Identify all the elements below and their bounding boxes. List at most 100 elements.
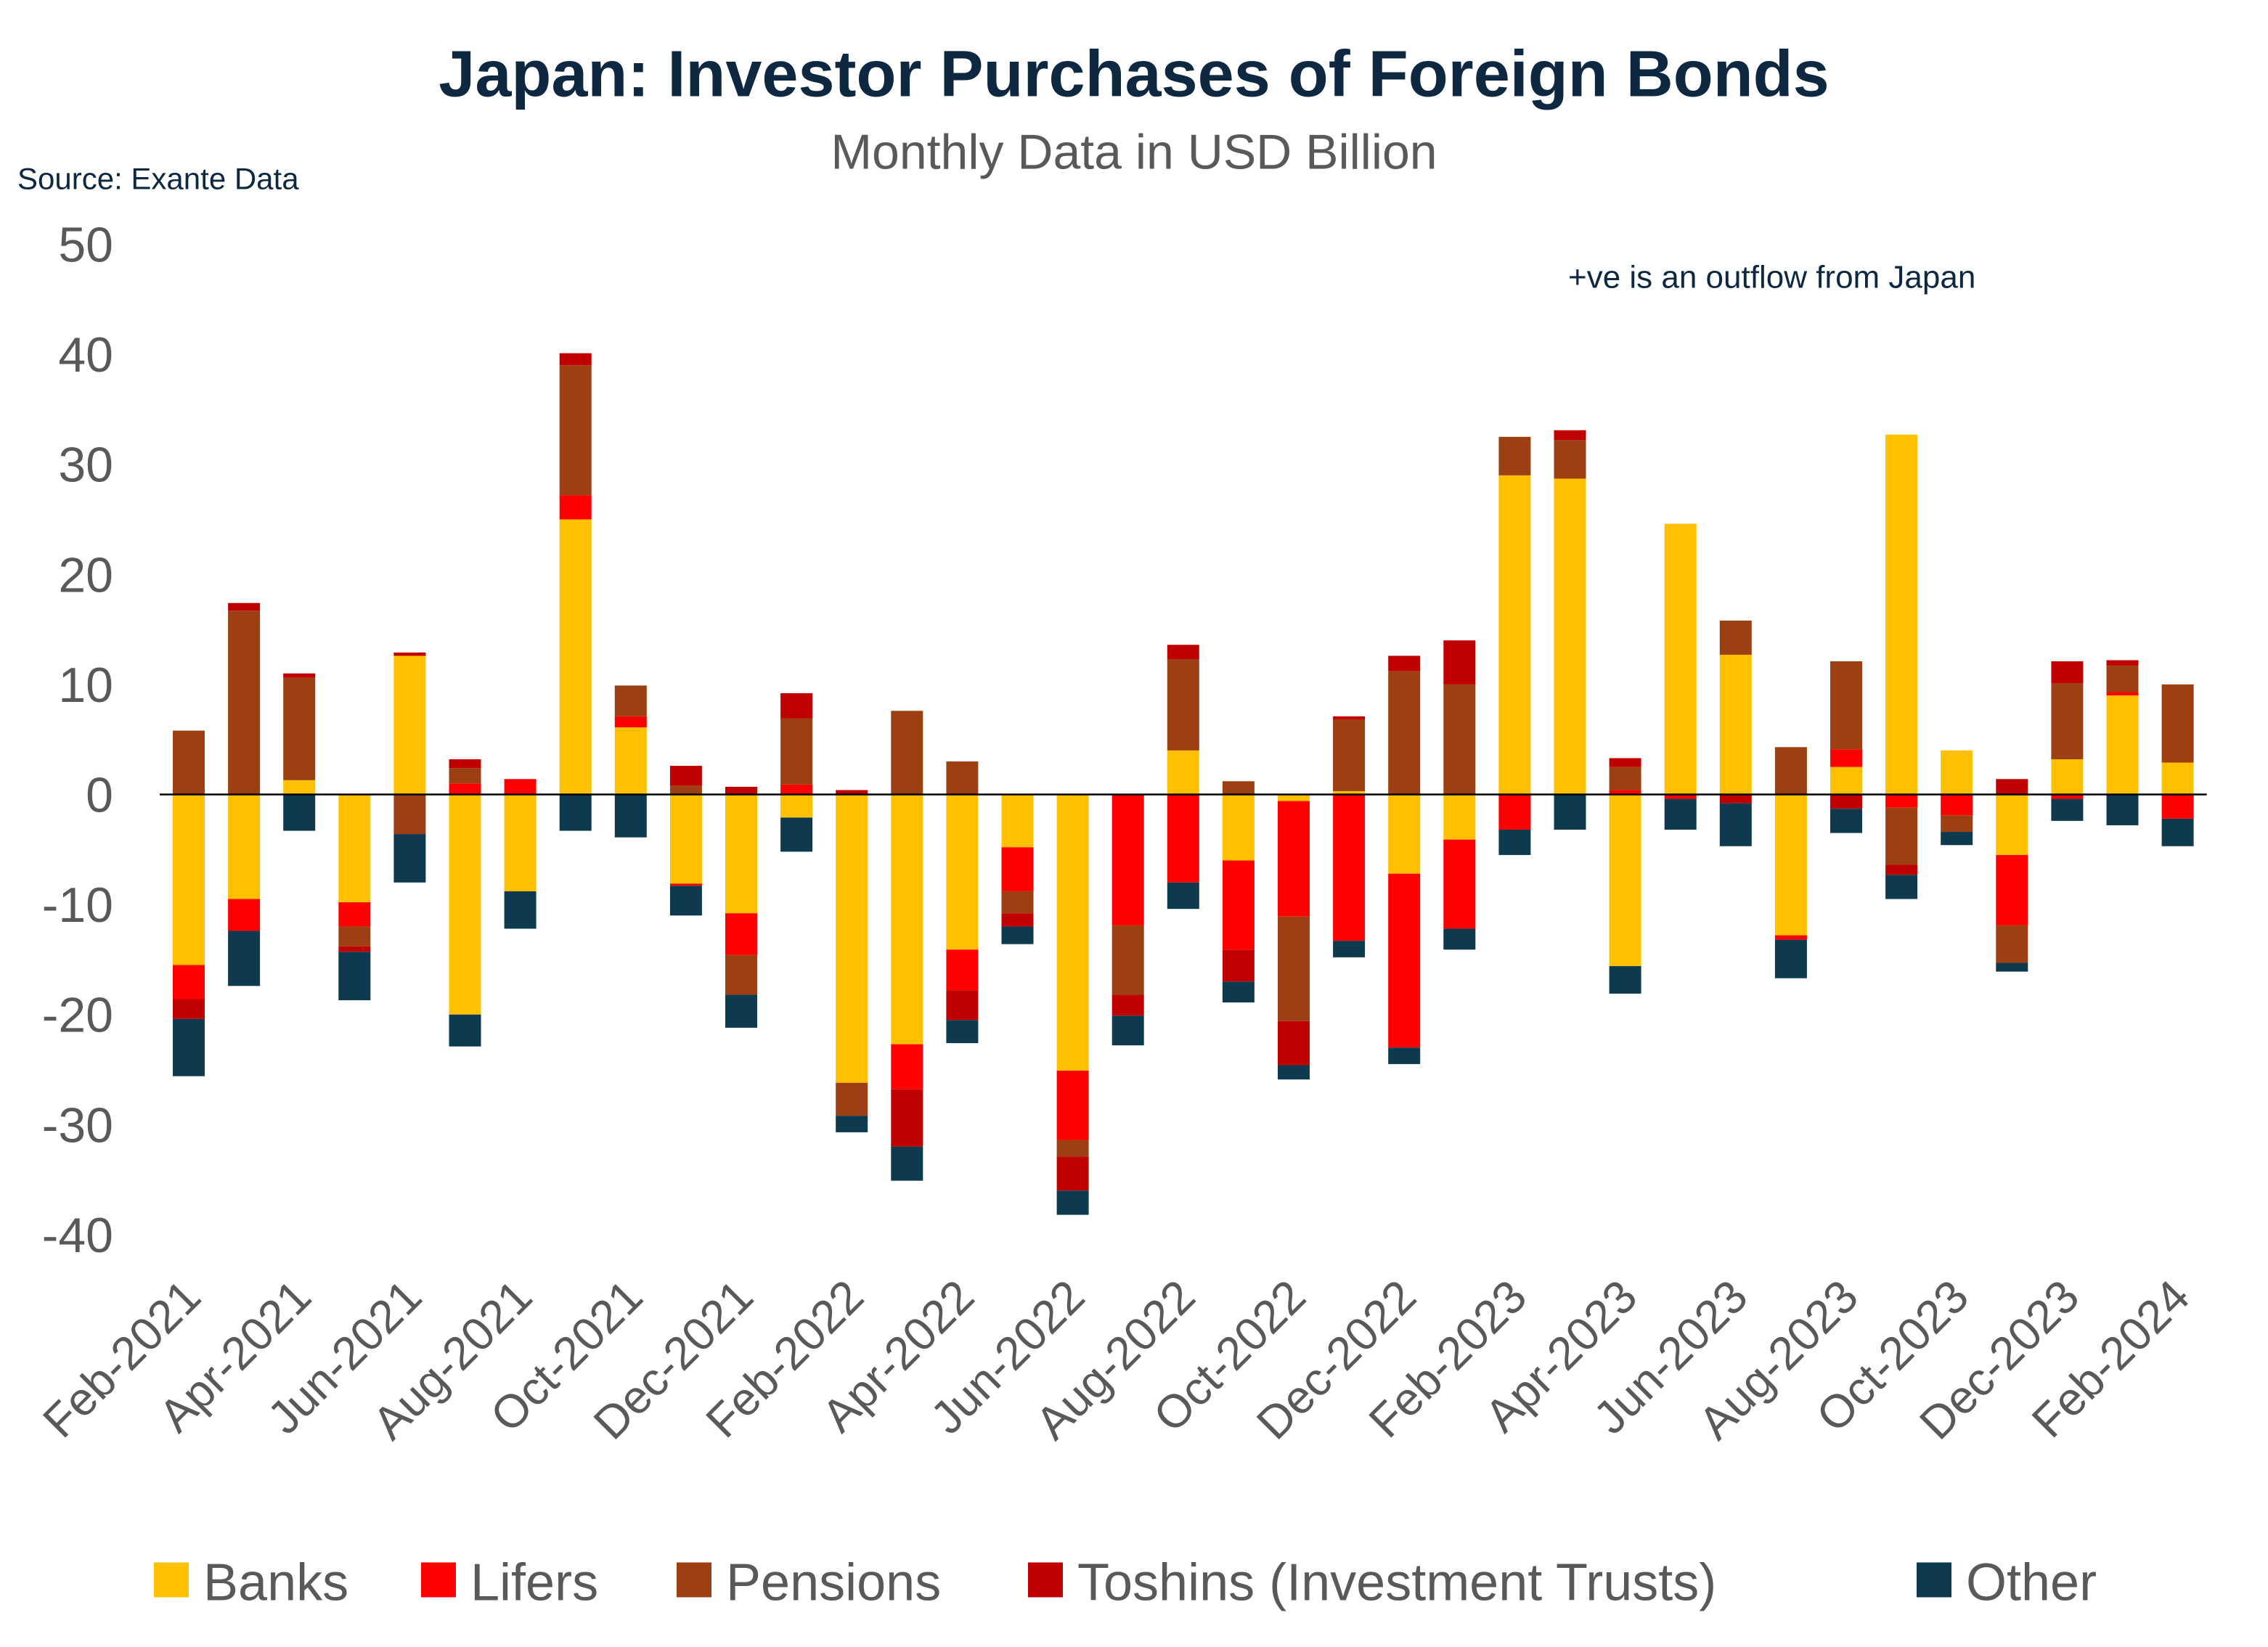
bar-banks-nov-2023: [1996, 794, 2028, 855]
legend-label: Toshins (Investment Trusts): [1077, 1554, 1716, 1612]
bar-pensions-mar-2023: [1554, 440, 1586, 479]
bar-banks-aug-2021: [504, 794, 537, 891]
bar-lifers-jul-2022: [1111, 794, 1144, 925]
bar-banks-feb-2022: [836, 794, 868, 1083]
bar-toshins-mar-2023: [1554, 430, 1586, 441]
bar-pensions-dec-2021: [725, 955, 757, 995]
bar-lifers-oct-2022: [1278, 801, 1310, 917]
bar-pensions-nov-2023: [1996, 925, 2028, 963]
bar-other-feb-2024: [2161, 818, 2194, 846]
legend-swatch-pensions: [677, 1562, 711, 1598]
bar-other-apr-2022: [946, 1020, 979, 1044]
bar-banks-dec-2022: [1388, 794, 1421, 874]
bar-other-nov-2023: [1996, 963, 2028, 972]
bar-other-jul-2021: [449, 1014, 481, 1047]
bar-pensions-aug-2023: [1830, 661, 1862, 750]
bar-pensions-jun-2023: [1719, 620, 1752, 655]
bar-lifers-aug-2022: [1167, 794, 1199, 883]
bar-banks-mar-2023: [1554, 478, 1586, 795]
bar-toshins-jan-2023: [1443, 640, 1476, 684]
bar-toshins-dec-2021: [725, 786, 757, 795]
bar-pensions-feb-2022: [836, 1082, 868, 1116]
bar-banks-aug-2022: [1167, 750, 1199, 795]
bar-lifers-feb-2024: [2161, 794, 2194, 819]
bar-lifers-nov-2023: [1996, 854, 2028, 925]
y-tick-label: 30: [58, 438, 113, 493]
bar-other-aug-2022: [1167, 882, 1199, 910]
bar-toshins-mar-2022: [891, 1089, 923, 1147]
bar-lifers-jan-2024: [2106, 692, 2139, 696]
bar-banks-mar-2022: [891, 794, 923, 1045]
bar-other-jun-2022: [1056, 1190, 1089, 1215]
bar-pensions-feb-2021: [173, 730, 205, 795]
bar-other-mar-2023: [1554, 794, 1586, 830]
bar-pensions-jan-2024: [2106, 666, 2139, 692]
bars: [173, 353, 2194, 1215]
bar-toshins-jul-2022: [1111, 994, 1144, 1016]
bar-banks-oct-2021: [614, 727, 647, 795]
bar-other-jul-2023: [1774, 939, 1807, 978]
bar-banks-may-2021: [338, 794, 371, 903]
bar-pensions-feb-2023: [1498, 436, 1531, 475]
bar-toshins-sep-2021: [559, 353, 592, 366]
bar-toshins-feb-2022: [836, 790, 868, 795]
legend-swatch-other: [1917, 1562, 1951, 1598]
chart-title: Japan: Investor Purchases of Foreign Bon…: [438, 38, 1829, 111]
bar-lifers-aug-2023: [1830, 749, 1862, 767]
bar-lifers-jan-2022: [780, 784, 813, 795]
bar-pensions-oct-2021: [614, 685, 647, 716]
bar-pensions-feb-2024: [2161, 684, 2194, 763]
bar-other-jan-2022: [780, 817, 813, 852]
bar-other-mar-2022: [891, 1146, 923, 1181]
bar-lifers-may-2021: [338, 902, 371, 927]
bar-banks-feb-2024: [2161, 762, 2194, 795]
bar-banks-sep-2021: [559, 519, 592, 795]
bar-pensions-jul-2021: [449, 768, 481, 784]
bar-lifers-apr-2022: [946, 949, 979, 991]
bar-pensions-mar-2022: [891, 711, 923, 795]
bar-other-dec-2021: [725, 994, 757, 1028]
bar-banks-nov-2021: [669, 794, 702, 884]
bar-pensions-oct-2022: [1278, 916, 1310, 1021]
source-note: Source: Exante Data: [17, 162, 299, 196]
bar-toshins-jun-2023: [1719, 794, 1752, 804]
legend-label: Pensions: [726, 1554, 941, 1612]
bar-lifers-feb-2021: [173, 965, 205, 1000]
bar-other-nov-2021: [669, 886, 702, 916]
bar-pensions-dec-2022: [1388, 671, 1421, 795]
bar-toshins-jul-2021: [449, 759, 481, 769]
bar-lifers-dec-2021: [725, 913, 757, 955]
bar-pensions-dec-2023: [2051, 683, 2084, 759]
bar-toshins-aug-2023: [1830, 794, 1862, 809]
y-tick-label: -30: [42, 1098, 113, 1153]
bar-banks-oct-2022: [1278, 794, 1310, 801]
bar-lifers-dec-2023: [2051, 794, 2084, 799]
y-tick-label: 0: [86, 768, 113, 823]
bar-banks-jun-2023: [1719, 654, 1752, 795]
bar-lifers-sep-2021: [559, 495, 592, 520]
bar-toshins-nov-2022: [1333, 716, 1366, 720]
legend-label: Banks: [203, 1554, 348, 1612]
bar-toshins-sep-2022: [1222, 949, 1255, 982]
legend: Banks Lifers Pensions Toshins (Investment T…: [154, 1554, 2097, 1612]
bar-banks-jul-2023: [1774, 794, 1807, 936]
bar-lifers-sep-2023: [1885, 794, 1918, 808]
bar-other-jan-2023: [1443, 928, 1476, 950]
bar-other-jul-2022: [1111, 1015, 1144, 1046]
legend-label: Other: [1966, 1554, 2097, 1612]
bar-banks-jul-2021: [449, 794, 481, 1015]
bar-pensions-sep-2022: [1222, 781, 1255, 795]
bar-other-mar-2021: [228, 931, 261, 986]
bar-other-oct-2021: [614, 794, 647, 838]
bar-pensions-oct-2023: [1941, 815, 1973, 833]
bar-lifers-may-2023: [1664, 794, 1697, 799]
legend-swatch-toshins: [1028, 1562, 1063, 1598]
bar-pensions-jun-2021: [393, 794, 426, 835]
bar-lifers-feb-2023: [1498, 794, 1531, 830]
bar-banks-dec-2023: [2051, 759, 2084, 795]
bar-lifers-may-2022: [1001, 847, 1034, 891]
legend-swatch-lifers: [421, 1562, 456, 1598]
bar-other-jun-2023: [1719, 803, 1752, 846]
bar-banks-may-2023: [1664, 523, 1697, 795]
